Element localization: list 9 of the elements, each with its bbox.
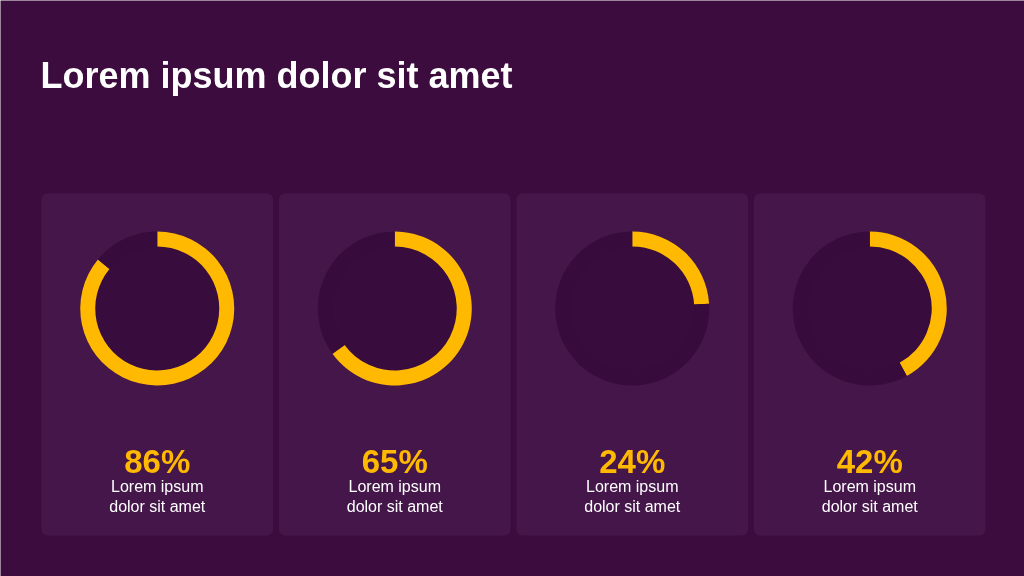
text: 24%: [599, 443, 666, 480]
text: 65%: [361, 443, 428, 480]
text: Lorem ipsum dolor sit amet: [40, 55, 513, 96]
text: Lorem ipsum dolor sit amet: [584, 478, 681, 515]
text: Lorem ipsum dolor sit amet: [346, 478, 444, 515]
text: 42%: [836, 443, 903, 480]
text: 86%: [124, 443, 191, 480]
text: Lorem ipsum dolor sit amet: [109, 478, 206, 515]
text: Lorem ipsum dolor sit amet: [821, 478, 919, 515]
